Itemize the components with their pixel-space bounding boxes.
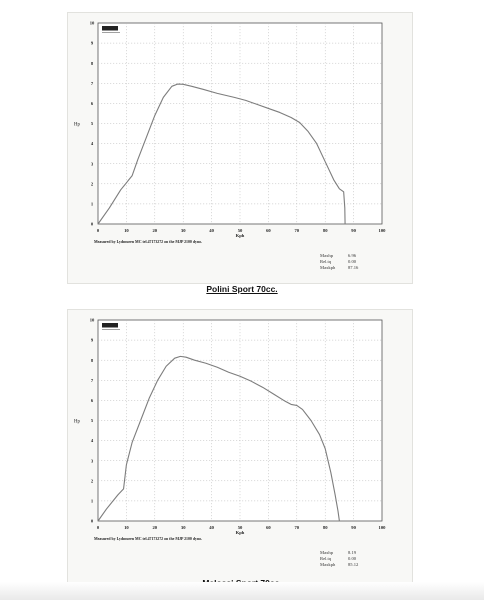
dyno-chart-polini: 0 10 20 30 40 50 60 70 80 90 100 0 1 2 3 4 5 6 7 8 9 10 Kph Hp M… <box>74 21 387 244</box>
y-tick-label: 7 <box>91 81 94 86</box>
logo-mark <box>102 323 118 328</box>
x-tick-label: 50 <box>238 525 243 530</box>
x-tick-label: 100 <box>379 228 387 233</box>
stats-block: Maxhp 8.19 Rel.tq 0.00 Maxkph 85.12 <box>320 550 358 568</box>
x-axis-label: Kph <box>236 530 245 535</box>
y-tick-label: 2 <box>91 478 94 483</box>
x-tick-label: 30 <box>181 228 186 233</box>
x-axis-label: Kph <box>236 233 245 238</box>
measurement-note: Measured by Lydmuren MC tel.47173272 on … <box>94 240 202 244</box>
y-tick-label: 8 <box>91 61 94 66</box>
y-tick-label: 3 <box>91 161 94 166</box>
power-curve <box>97 355 340 522</box>
dyno-logo-icon <box>102 26 120 33</box>
dyno-logo-icon <box>102 323 120 330</box>
y-tick-label: 10 <box>90 318 95 323</box>
x-tick-label: 20 <box>153 228 158 233</box>
stat-maxkph: Maxkph 85.12 <box>320 562 359 567</box>
x-tick-label: 40 <box>209 228 214 233</box>
x-tick-label: 80 <box>323 525 328 530</box>
y-tick-label: 6 <box>91 101 94 106</box>
y-tick-label: 7 <box>91 378 94 383</box>
x-tick-label: 10 <box>124 228 129 233</box>
stat-reltq: Rel.tq 0.00 <box>320 259 357 264</box>
power-curve <box>97 83 346 225</box>
y-tick-label: 1 <box>91 499 94 504</box>
y-tick-label: 5 <box>91 418 94 423</box>
x-tick-label: 0 <box>97 228 100 233</box>
y-tick-label: 4 <box>91 438 94 443</box>
y-tick-label: 5 <box>91 121 94 126</box>
stat-maxkph: Maxkph 87.16 <box>320 265 359 270</box>
stat-maxhp: Maxhp 6.96 <box>320 253 357 258</box>
chart-caption-polini: Polini Sport 70cc. <box>206 284 278 294</box>
y-tick-label: 2 <box>91 181 94 186</box>
x-tick-label: 100 <box>379 525 387 530</box>
y-tick-label: 4 <box>91 141 94 146</box>
y-axis-label: Hp <box>74 123 80 128</box>
y-tick-label: 9 <box>91 338 94 343</box>
x-tick-label: 90 <box>351 525 356 530</box>
x-tick-label: 70 <box>295 525 300 530</box>
dyno-chart-malossi: 0 10 20 30 40 50 60 70 80 90 100 0 1 2 3 4 5 6 7 8 9 10 Kph Hp M… <box>74 318 387 541</box>
x-tick-label: 80 <box>323 228 328 233</box>
y-tick-label: 0 <box>91 222 94 227</box>
y-tick-label: 8 <box>91 358 94 363</box>
y-tick-label: 9 <box>91 41 94 46</box>
logo-mark <box>102 26 118 31</box>
y-axis-label: Hp <box>74 420 80 425</box>
y-tick-label: 1 <box>91 202 94 207</box>
x-tick-label: 60 <box>266 525 271 530</box>
y-tick-label: 10 <box>90 21 95 26</box>
x-tick-label: 50 <box>238 228 243 233</box>
stat-reltq: Rel.tq 0.00 <box>320 556 357 561</box>
stat-maxhp: Maxhp 8.19 <box>320 550 357 555</box>
y-tick-label: 6 <box>91 398 94 403</box>
y-tick-label: 0 <box>91 519 94 524</box>
x-tick-label: 90 <box>351 228 356 233</box>
page-edge-shadow <box>0 582 484 600</box>
stats-block: Maxhp 6.96 Rel.tq 0.00 Maxkph 87.16 <box>320 253 358 271</box>
measurement-note: Measured by Lydmuren MC tel.47173272 on … <box>94 537 202 541</box>
x-tick-label: 10 <box>124 525 129 530</box>
x-tick-label: 0 <box>97 525 100 530</box>
x-tick-label: 30 <box>181 525 186 530</box>
x-tick-label: 20 <box>153 525 158 530</box>
dyno-chart-sheet-malossi: 0 10 20 30 40 50 60 70 80 90 100 0 1 2 3 4 5 6 7 8 9 10 Kph Hp M… <box>67 309 413 583</box>
x-tick-label: 40 <box>209 525 214 530</box>
x-tick-label: 70 <box>295 228 300 233</box>
y-tick-label: 3 <box>91 458 94 463</box>
x-tick-label: 60 <box>266 228 271 233</box>
dyno-chart-sheet-polini: 0 10 20 30 40 50 60 70 80 90 100 0 1 2 3 4 5 6 7 8 9 10 Kph Hp M… <box>67 12 413 284</box>
